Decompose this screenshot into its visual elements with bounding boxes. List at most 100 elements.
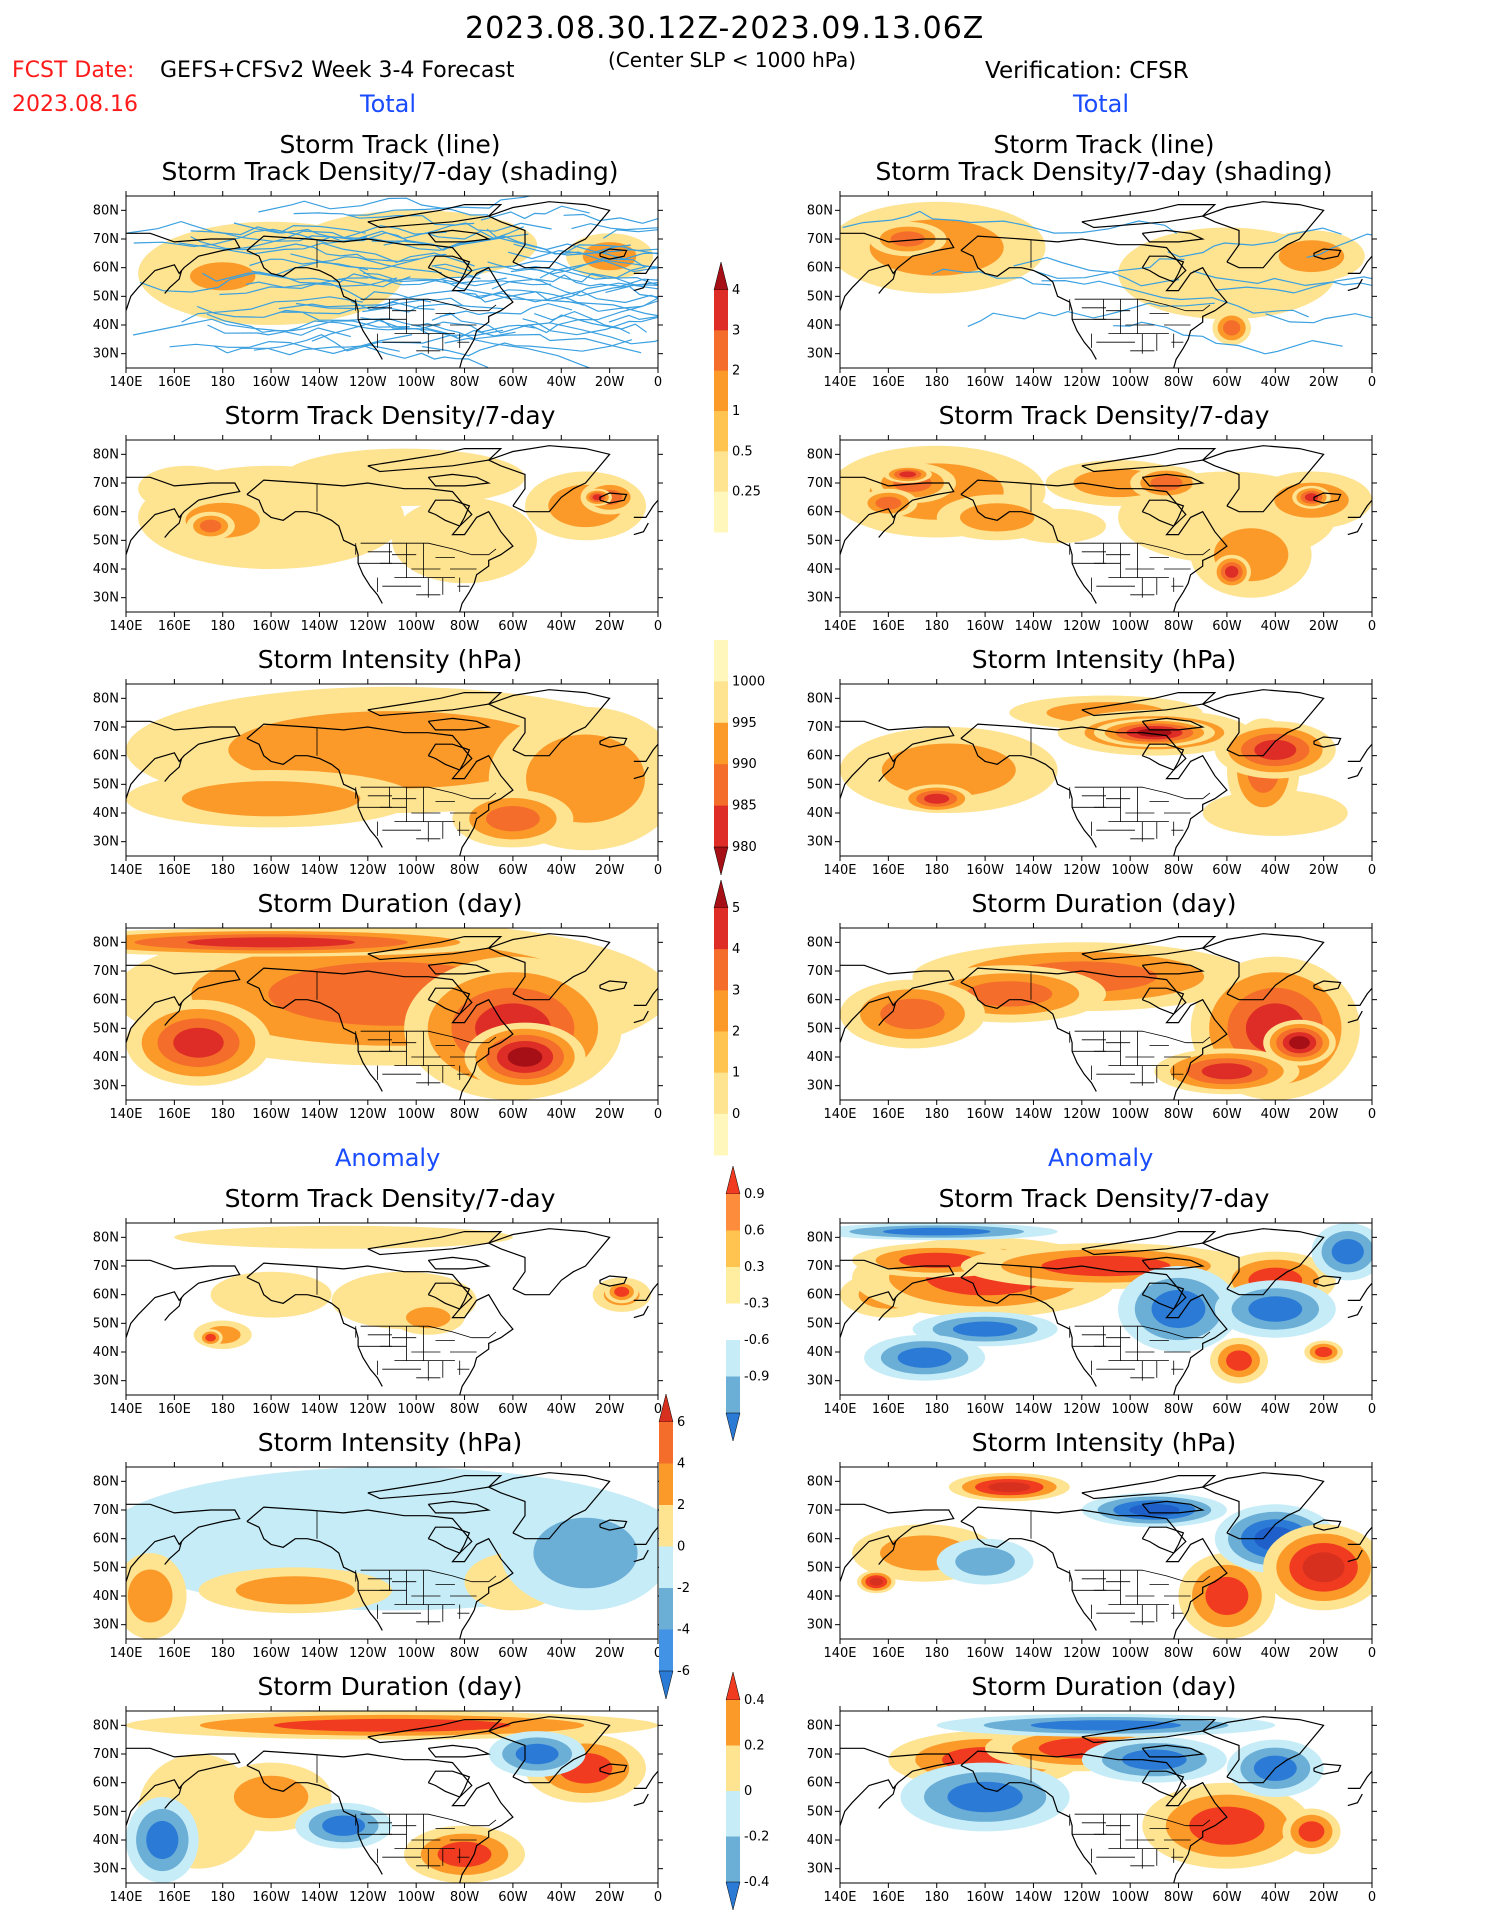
coastline bbox=[1347, 743, 1372, 762]
coastline bbox=[246, 249, 383, 360]
lat-label: 70N bbox=[93, 964, 119, 979]
coastline bbox=[1141, 1526, 1185, 1554]
colorbar-segment bbox=[714, 1113, 728, 1156]
coastline bbox=[367, 1719, 503, 1744]
lon-label: 160W bbox=[966, 1402, 1004, 1417]
lat-label: 30N bbox=[807, 1862, 833, 1877]
shade-region bbox=[881, 743, 1016, 797]
colorbar-arrow bbox=[658, 1393, 674, 1423]
coastline bbox=[427, 717, 491, 731]
lat-label: 80N bbox=[93, 447, 119, 462]
fcst-label: FCST Date: bbox=[12, 58, 135, 83]
coastline bbox=[1201, 1472, 1325, 1540]
lat-label: 50N bbox=[93, 1021, 119, 1036]
storm-track-line bbox=[539, 259, 658, 279]
colorbar-arrow bbox=[725, 1165, 741, 1195]
lon-label: 140E bbox=[109, 1890, 142, 1905]
colorbar-label: 995 bbox=[732, 716, 757, 731]
colorbar-label: 0.9 bbox=[744, 1187, 765, 1202]
colorbar-duration-total: 5 4 3 2 1 0 bbox=[713, 879, 774, 1156]
coastline bbox=[633, 743, 658, 762]
coastline bbox=[1201, 689, 1325, 757]
lon-label: 60W bbox=[498, 1402, 528, 1417]
lon-label: 100W bbox=[1111, 375, 1149, 390]
map-density-anom-left: 80N 70N 60N 50N 40N 30N 140E 160E 180 160W 140W 120… bbox=[72, 1215, 672, 1425]
colorbar-segment bbox=[659, 1629, 673, 1672]
lon-label: 140E bbox=[109, 375, 142, 390]
lon-label: 60W bbox=[1212, 375, 1242, 390]
coastline bbox=[126, 1503, 241, 1582]
colorbar-label: 2 bbox=[677, 1498, 685, 1513]
lon-label: 140W bbox=[1015, 1402, 1053, 1417]
coastline bbox=[1313, 1763, 1342, 1775]
lon-label: 20W bbox=[595, 1402, 625, 1417]
lon-label: 40W bbox=[547, 375, 577, 390]
lat-label: 50N bbox=[93, 777, 119, 792]
shade-region bbox=[1254, 739, 1297, 760]
coastline bbox=[633, 1010, 649, 1024]
lon-label: 120W bbox=[349, 1890, 387, 1905]
coastline bbox=[878, 1297, 897, 1321]
storm-track-line bbox=[219, 277, 369, 296]
colorbar-segment bbox=[714, 949, 728, 991]
lon-label: 40W bbox=[547, 619, 577, 634]
storm-track-line bbox=[421, 339, 633, 357]
coastline bbox=[840, 1259, 955, 1338]
lon-label: 140W bbox=[301, 1402, 339, 1417]
storm-track-line bbox=[1113, 321, 1343, 355]
shade-region bbox=[875, 496, 902, 510]
coastline bbox=[487, 933, 611, 1001]
storm-track-line bbox=[431, 298, 658, 334]
coastline bbox=[164, 1002, 183, 1026]
lon-label: 140E bbox=[109, 1402, 142, 1417]
lon-label: 80W bbox=[1164, 1107, 1194, 1122]
lat-label: 50N bbox=[93, 1316, 119, 1331]
map-frame bbox=[125, 1710, 659, 1884]
lat-label: 40N bbox=[807, 1589, 833, 1604]
coastline bbox=[1347, 987, 1372, 1006]
storm-track-line bbox=[127, 220, 410, 243]
lat-label: 50N bbox=[807, 1804, 833, 1819]
coastline bbox=[633, 1282, 658, 1301]
shade-region bbox=[1289, 1036, 1310, 1050]
map-field bbox=[840, 689, 1372, 856]
colorbar-segment bbox=[726, 1267, 740, 1304]
lon-label: 120W bbox=[349, 863, 387, 878]
colorbar-label: 0.5 bbox=[732, 444, 753, 459]
coastline bbox=[633, 1526, 658, 1545]
storm-track-line bbox=[251, 270, 432, 303]
shade-region bbox=[614, 1286, 630, 1297]
coastline bbox=[599, 980, 628, 992]
storm-track-line bbox=[527, 257, 645, 275]
lon-label: 160E bbox=[158, 619, 191, 634]
coastline bbox=[487, 1716, 611, 1784]
lon-label: 140W bbox=[1015, 1646, 1053, 1661]
lon-label: 180 bbox=[210, 1890, 235, 1905]
lon-label: 140E bbox=[823, 619, 856, 634]
storm-track-line bbox=[552, 282, 658, 302]
lat-label: 60N bbox=[93, 1288, 119, 1303]
map-frame bbox=[839, 1710, 1373, 1884]
lon-label: 40W bbox=[547, 1107, 577, 1122]
storm-track-line bbox=[1265, 313, 1372, 324]
border-line bbox=[1074, 786, 1211, 800]
storm-track-line bbox=[364, 345, 489, 368]
lon-label: 160E bbox=[158, 1890, 191, 1905]
coastline bbox=[960, 1750, 1228, 1883]
lon-label: 20W bbox=[1309, 619, 1339, 634]
lon-label: 120W bbox=[349, 1646, 387, 1661]
lon-label: 0 bbox=[654, 375, 662, 390]
map-frame bbox=[125, 195, 659, 369]
colorbar-label: -0.9 bbox=[744, 1370, 769, 1385]
lat-label: 80N bbox=[93, 1474, 119, 1489]
lat-label: 80N bbox=[807, 203, 833, 218]
coastline bbox=[126, 1747, 241, 1826]
storm-track-line bbox=[967, 302, 1215, 327]
coastline bbox=[633, 766, 649, 780]
lon-label: 140W bbox=[301, 1890, 339, 1905]
lat-label: 40N bbox=[807, 806, 833, 821]
lon-label: 140E bbox=[823, 1107, 856, 1122]
map-frame bbox=[839, 195, 1373, 369]
colorbar-label: 0.2 bbox=[744, 1739, 765, 1754]
lon-label: 140E bbox=[823, 863, 856, 878]
